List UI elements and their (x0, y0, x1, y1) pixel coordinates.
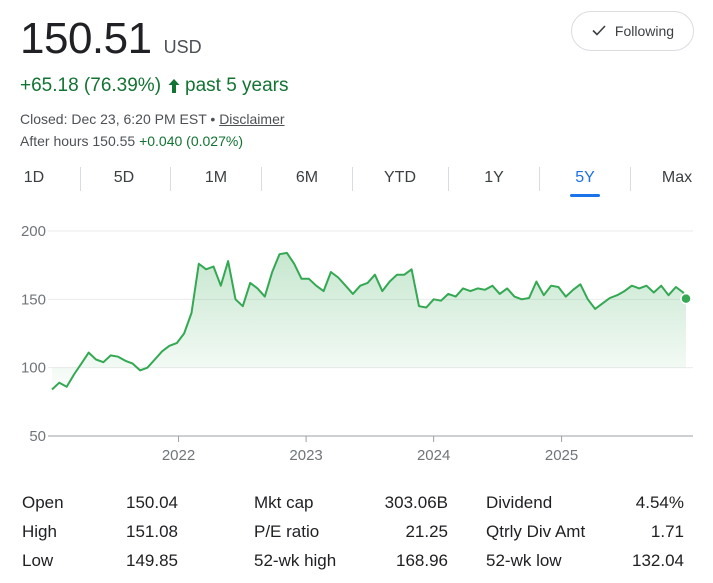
x-tick-label: 2023 (289, 447, 322, 464)
range-tabs: 1D 5D 1M 6M YTD 1Y 5Y Max (0, 163, 713, 197)
stat-label-52wk-high: 52-wk high (254, 551, 337, 570)
stat-value-52wk-high: 168.96 (396, 551, 448, 570)
stat-label-open: Open (22, 493, 64, 512)
tab-1y[interactable]: 1Y (484, 169, 504, 186)
stat-label-high: High (22, 522, 57, 541)
tab-ytd[interactable]: YTD (384, 169, 416, 186)
disclaimer-link[interactable]: Disclaimer (219, 111, 285, 127)
change-period: past 5 years (185, 75, 289, 96)
price-chart[interactable]: 200 150 100 50 2022 2023 2024 2025 (0, 215, 713, 470)
tab-divider (261, 167, 262, 191)
tab-divider (630, 167, 631, 191)
tab-5d[interactable]: 5D (113, 169, 135, 186)
x-tick-label: 2024 (417, 447, 450, 464)
stat-label-dividend: Dividend (486, 493, 553, 512)
stat-value-qtrly-div: 1.71 (650, 522, 684, 541)
stat-label-qtrly-div: Qtrly Div Amt (486, 522, 586, 541)
following-button[interactable]: Following (571, 11, 694, 51)
tab-6m[interactable]: 6M (295, 169, 319, 186)
stat-label-pe-ratio: P/E ratio (254, 522, 320, 541)
change-value: +65.18 (76.39%) (20, 75, 162, 96)
after-hours: After hours 150.55 +0.040 (0.027%) (20, 133, 243, 149)
stat-value-dividend: 4.54% (635, 493, 684, 512)
stat-value-high: 151.08 (126, 522, 178, 541)
stat-label-mkt-cap: Mkt cap (254, 493, 314, 512)
price-change: +65.18 (76.39%) past 5 years (20, 75, 289, 97)
y-tick-label: 50 (29, 428, 46, 445)
closed-status: Closed: Dec 23, 6:20 PM EST • Disclaimer (20, 111, 285, 127)
tab-1m[interactable]: 1M (204, 169, 228, 186)
tab-divider (80, 167, 81, 191)
stat-label-low: Low (22, 551, 54, 570)
currency-label: USD (163, 37, 202, 57)
price-line (51, 251, 687, 391)
current-price-marker (680, 292, 692, 305)
x-tick-label: 2025 (545, 447, 578, 464)
stat-value-52wk-low: 132.04 (632, 551, 684, 570)
following-label: Following (614, 23, 675, 39)
tab-1d[interactable]: 1D (23, 169, 45, 186)
closed-text: Closed: Dec 23, 6:20 PM EST • (20, 111, 216, 127)
check-icon (591, 22, 607, 41)
tab-divider (539, 167, 540, 191)
current-price: 150.51 (20, 14, 152, 63)
active-tab-indicator (570, 194, 600, 197)
price-area (52, 252, 686, 390)
y-tick-label: 150 (21, 291, 46, 308)
stat-value-open: 150.04 (126, 493, 178, 512)
y-tick-label: 100 (21, 360, 46, 377)
tab-divider (448, 167, 449, 191)
tab-5y[interactable]: 5Y (565, 163, 605, 197)
stat-value-low: 149.85 (126, 551, 178, 570)
x-tick-label: 2022 (162, 447, 195, 464)
after-hours-change: +0.040 (0.027%) (139, 133, 243, 149)
y-tick-label: 200 (21, 223, 46, 240)
tab-max[interactable]: Max (661, 169, 693, 186)
tab-divider (170, 167, 171, 191)
stat-value-pe-ratio: 21.25 (405, 522, 448, 541)
after-hours-price: After hours 150.55 (20, 133, 136, 149)
stat-label-52wk-low: 52-wk low (486, 551, 562, 570)
tab-divider (352, 167, 353, 191)
price-header: 150.51 USD (20, 14, 202, 64)
stat-value-mkt-cap: 303.06B (384, 493, 448, 512)
arrow-up-icon (167, 78, 181, 94)
